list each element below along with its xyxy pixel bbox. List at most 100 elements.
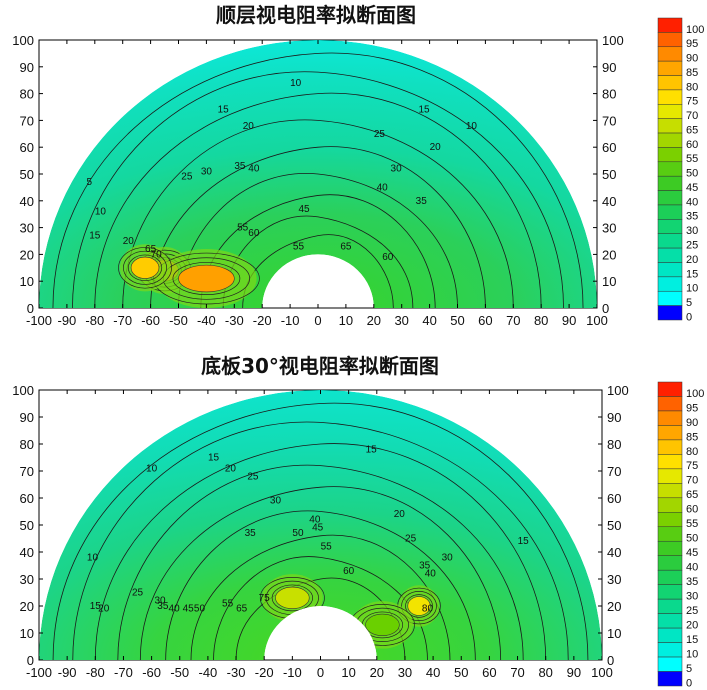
contour-line [94,443,547,660]
contour-line [150,146,486,308]
colorbar-label: 65 [686,489,698,501]
y-tick-label: 20 [20,599,34,614]
colorbar-label: 80 [686,81,698,93]
y-tick-label-right: 60 [602,140,616,155]
y-tick-label-right: 100 [602,33,624,48]
colorbar-label: 45 [686,182,698,194]
colorbar-label: 25 [686,605,698,617]
contour-label: 55 [293,241,305,252]
anomaly-contour [118,247,172,289]
x-tick-label: -50 [170,665,189,680]
y-tick-label-right: 40 [602,194,616,209]
x-tick-label: 50 [454,665,468,680]
contour-label: 10 [146,463,158,474]
contour-label: 65 [145,244,157,255]
colorbar-label: 10 [686,283,698,295]
contour-label: 40 [169,604,181,615]
x-tick-label: -20 [255,665,274,680]
colorbar-swatch [657,219,683,234]
x-tick-label: -30 [225,313,244,328]
contour-label: 10 [466,121,478,132]
colorbar-swatch [657,627,683,643]
x-tick-label: -80 [86,665,105,680]
colorbar-swatch [657,526,683,542]
x-tick-label: -10 [283,665,302,680]
colorbar-label: 25 [686,240,698,252]
x-tick-label: -40 [199,665,218,680]
y-tick-label-right: 40 [607,545,621,560]
section-plot-2: 底板30°视电阻率拟断面图101520251520303540455055253… [12,354,704,689]
colorbar-swatch [657,468,683,484]
anomaly-core [178,264,235,293]
colorbar-label: 75 [686,460,698,472]
x-tick-label: 20 [370,665,384,680]
colorbar-label: 50 [686,168,698,180]
x-tick-label: 30 [398,665,412,680]
y-tick-label: 100 [12,383,34,398]
colorbar-swatch [657,46,683,62]
colorbar-label: 10 [686,648,698,660]
contour-label: 15 [418,105,430,116]
colorbar-swatch [657,161,683,177]
contour-label: 60 [248,228,260,239]
y-tick-label-right: 30 [607,572,621,587]
colorbar-label: 100 [686,24,704,36]
colorbar-swatch [657,613,683,629]
y-tick-label: 80 [20,87,34,102]
colorbar-label: 80 [686,446,698,458]
contour-label: 15 [366,444,378,455]
contour-label: 50 [292,528,304,539]
contour-label: 75 [259,593,271,604]
colorbar: 1009590858075706560555045403530252015105… [657,17,704,323]
anomaly-core [407,596,431,616]
x-tick-label: -90 [58,313,77,328]
contour-line [52,402,589,660]
anomaly-contour [172,262,241,295]
contour-label: 80 [422,604,434,615]
x-tick-label: -10 [281,313,300,328]
colorbar-label: 55 [686,518,698,530]
contour-label: 20 [225,463,237,474]
colorbar-swatch [657,17,683,33]
contour-label: 40 [309,515,321,526]
background-field [39,390,602,660]
contour-label: 70 [151,249,163,260]
colorbar-swatch [657,454,683,470]
y-tick-label-right: 100 [607,383,629,398]
contour-label: 35 [245,528,257,539]
contour-label: 20 [394,509,406,520]
colorbar-swatch [657,396,683,412]
y-tick-label: 30 [20,221,34,236]
x-tick-label: -60 [142,665,161,680]
contour-label: 35 [416,196,428,207]
x-tick-label: 40 [426,665,440,680]
contour-line [72,71,564,308]
colorbar-swatch [657,671,683,687]
colorbar-swatch [657,410,683,426]
x-tick-label: -20 [253,313,272,328]
contour-label: 45 [298,204,310,215]
contour-line [122,119,514,308]
colorbar-label: 30 [686,225,698,237]
y-tick-label-right: 0 [607,653,614,668]
x-tick-label: 80 [538,665,552,680]
y-tick-label-right: 70 [607,464,621,479]
contour-line [72,421,569,660]
colorbar-label: 0 [686,677,692,689]
y-tick-label: 80 [20,437,34,452]
contour-label: 20 [430,142,442,153]
contour-line [117,464,524,660]
contour-label: 15 [218,105,230,116]
y-tick-label: 40 [20,194,34,209]
colorbar-swatch [657,89,683,105]
x-tick-label: 60 [478,313,492,328]
contour-line [139,486,502,660]
y-tick-label-right: 50 [602,167,616,182]
contour-label: 25 [132,588,144,599]
x-tick-label: -40 [197,313,216,328]
x-tick-label: 40 [422,313,436,328]
chart-title: 顺层视电阻率拟断面图 [216,3,416,27]
x-tick-label: 100 [591,665,613,680]
